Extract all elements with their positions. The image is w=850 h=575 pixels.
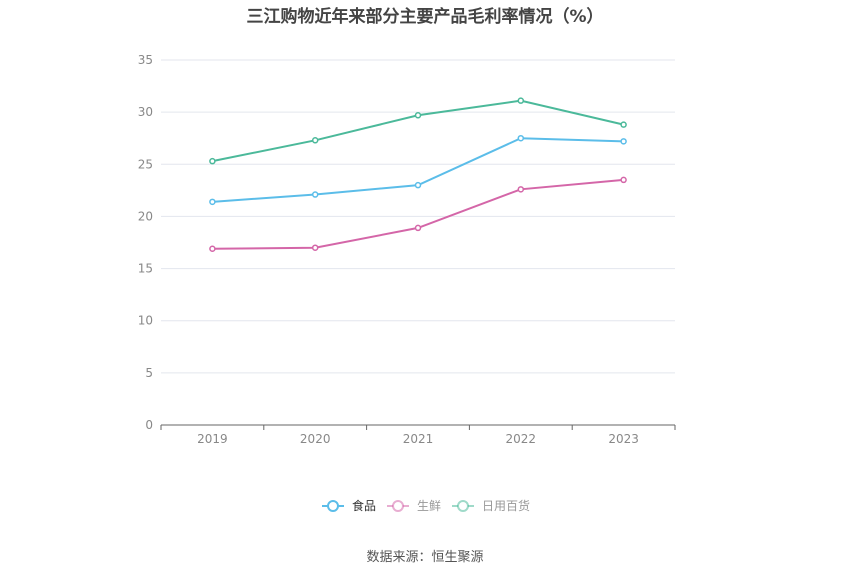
series-line bbox=[212, 178, 624, 250]
data-point bbox=[311, 191, 319, 198]
data-point bbox=[414, 224, 422, 232]
y-tick-label: 20 bbox=[138, 209, 153, 223]
x-tick-label: 2022 bbox=[506, 432, 537, 446]
legend-swatch-marker bbox=[327, 500, 339, 512]
data-point bbox=[414, 181, 422, 189]
data-point bbox=[209, 157, 216, 165]
y-tick-label: 10 bbox=[138, 314, 153, 328]
series-line bbox=[212, 99, 624, 163]
data-point bbox=[620, 138, 627, 145]
x-tick-label: 2019 bbox=[197, 432, 228, 446]
y-tick-label: 30 bbox=[138, 105, 153, 119]
data-point bbox=[311, 244, 319, 251]
data-point bbox=[620, 176, 627, 184]
legend-swatch-marker bbox=[457, 500, 469, 512]
source-note: 数据来源：恒生聚源 bbox=[366, 550, 484, 565]
data-point bbox=[517, 97, 525, 104]
data-point bbox=[209, 245, 216, 253]
y-tick-label: 25 bbox=[138, 157, 153, 171]
y-tick-label: 15 bbox=[138, 262, 153, 276]
y-tick-label: 35 bbox=[138, 53, 153, 67]
data-point bbox=[209, 198, 216, 206]
legend-swatch-marker bbox=[392, 500, 404, 512]
y-tick-label: 5 bbox=[145, 366, 153, 380]
x-tick-label: 2021 bbox=[403, 432, 434, 446]
y-tick-label: 0 bbox=[145, 418, 153, 432]
chart-title: 三江购物近年来部分主要产品毛利率情况（%） bbox=[246, 7, 604, 27]
data-point bbox=[517, 186, 525, 193]
data-point bbox=[517, 134, 525, 142]
data-point bbox=[311, 137, 319, 144]
legend-label: 生鲜 bbox=[417, 499, 441, 513]
data-point bbox=[620, 121, 627, 128]
legend-label: 日用百货 bbox=[482, 498, 530, 513]
x-tick-label: 2023 bbox=[608, 432, 639, 446]
x-tick-label: 2020 bbox=[300, 432, 331, 446]
legend-label: 食品 bbox=[352, 498, 376, 513]
data-point bbox=[414, 112, 422, 119]
